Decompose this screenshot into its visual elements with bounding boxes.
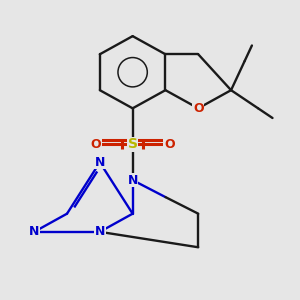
Text: N: N — [94, 156, 105, 169]
Text: O: O — [193, 102, 204, 115]
Text: N: N — [128, 174, 138, 187]
Text: N: N — [94, 225, 105, 238]
Text: O: O — [164, 138, 175, 151]
Text: N: N — [29, 225, 39, 238]
Text: S: S — [128, 137, 138, 151]
Text: O: O — [91, 138, 101, 151]
